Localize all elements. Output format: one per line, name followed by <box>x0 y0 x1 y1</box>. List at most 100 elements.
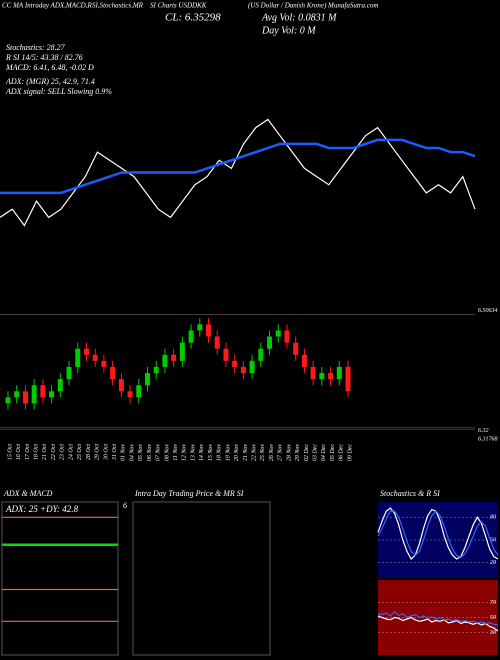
candle-body <box>5 397 11 404</box>
candle-body <box>328 373 334 380</box>
candle-body <box>197 324 203 331</box>
header-text: SI Charts USDDKK <box>150 2 207 10</box>
series-line <box>377 507 499 560</box>
candle-body <box>66 366 72 380</box>
x-tick-label: 05 Nov <box>138 444 144 462</box>
x-tick-label: 30 Oct <box>103 444 109 461</box>
candle-body <box>206 324 212 337</box>
x-tick-label: 15 Nov <box>208 444 214 462</box>
x-tick-label: 11 Nov <box>173 444 179 461</box>
x-tick-label: 07 Nov <box>156 444 162 462</box>
y-tick-label: 20 <box>490 560 496 566</box>
x-tick-label: 25 Oct <box>77 444 83 460</box>
panel-border <box>1 501 119 656</box>
x-tick-label: 04 Nov <box>128 444 135 462</box>
x-tick-label: 25 Nov <box>260 444 266 462</box>
x-tick-label: 22 Oct <box>51 444 57 460</box>
candle-body <box>179 342 185 361</box>
x-tick-label: 01 Nov <box>121 444 127 462</box>
panel-title: ADX & MACD <box>3 489 53 498</box>
candle-body <box>232 360 238 367</box>
candle-body <box>22 391 28 404</box>
x-tick-label: 13 Nov <box>190 444 196 462</box>
candle-body <box>223 348 229 361</box>
candle-body <box>162 354 168 367</box>
x-tick-label: 23 Oct <box>60 444 66 460</box>
x-tick-label: 06 Dec <box>339 444 345 461</box>
x-tick-label: 20 Nov <box>234 444 240 462</box>
header-text: CL: 6.35298 <box>165 12 221 24</box>
y-tick-label: 6.50634 <box>478 307 498 314</box>
candle-body <box>92 354 98 361</box>
panel-title: Intra Day Trading Price & MR SI <box>134 489 244 498</box>
candle-body <box>14 391 20 398</box>
x-tick-label: 29 Oct <box>95 444 101 460</box>
candle-body <box>345 366 351 392</box>
header-text: MACD: 6.41, 6.48, -0.02 D <box>5 63 94 72</box>
x-tick-label: 28 Oct <box>86 444 92 460</box>
x-tick-label: 17 Oct <box>25 444 31 460</box>
candle-body <box>301 354 307 367</box>
y-tick-label: 6.32 <box>478 428 489 434</box>
header-text: ADX signal: SELL Slowing 0.9% <box>5 87 112 96</box>
header-text: Day Vol: 0 M <box>261 25 316 36</box>
candle-body <box>284 330 290 343</box>
header-text: (US Dollar / Danish Krone) MunafaSutra.c… <box>248 2 378 10</box>
x-tick-label: 16 Oct <box>16 444 22 460</box>
x-tick-label: 08 Nov <box>164 444 170 462</box>
candle-body <box>57 379 63 392</box>
candle-body <box>118 379 124 392</box>
candle-body <box>240 366 246 374</box>
panel-subtitle: ADX: 25 +DY: 42.8 <box>5 504 78 514</box>
candle-body <box>153 366 159 374</box>
x-tick-label: 05 Dec <box>330 444 336 461</box>
candle-body <box>310 366 316 380</box>
x-tick-label: 18 Nov <box>217 444 223 462</box>
header-text: Stochastics: 28.27 <box>6 43 66 52</box>
header-text: SI,Stochastics,MR <box>92 2 144 10</box>
candle-body <box>336 366 342 380</box>
x-tick-label: 31 Oct <box>112 444 118 461</box>
candle-body <box>83 348 89 355</box>
candle-body <box>319 373 325 380</box>
y-tick-label: 70 <box>490 600 496 606</box>
annotation: 6 <box>123 501 127 510</box>
x-tick-label: 22 Nov <box>251 444 257 462</box>
candle-body <box>101 360 107 367</box>
x-tick-label: 12 Nov <box>182 444 188 462</box>
x-tick-label: 15 Oct <box>7 444 13 460</box>
x-tick-label: 03 Dec <box>313 444 319 461</box>
y-tick-label: 6.31768 <box>478 437 498 443</box>
x-tick-label: 02 Dec <box>304 444 310 461</box>
candle-body <box>75 348 81 367</box>
x-tick-label: 14 Nov <box>198 444 205 462</box>
candle-body <box>214 336 220 349</box>
x-tick-label: 28 Nov <box>286 444 292 462</box>
series-line <box>0 138 476 195</box>
y-tick-label: 50 <box>490 537 496 543</box>
candle-body <box>171 354 177 361</box>
candle-body <box>31 385 37 404</box>
series-line <box>377 510 499 559</box>
candle-body <box>40 385 46 398</box>
x-tick-label: 21 Nov <box>243 444 249 462</box>
y-tick-label: 50 <box>490 615 496 621</box>
header-text: ADX: (MGR) 25, 42.9, 71.4 <box>5 77 95 86</box>
candle-body <box>293 342 299 355</box>
candle-body <box>110 366 116 380</box>
panel-border <box>132 501 271 656</box>
candle-body <box>188 330 194 343</box>
panel-title: Stochastics & R SI <box>380 489 440 498</box>
header-text: R SI 14/5: 43.38 / 82.76 <box>5 53 83 62</box>
x-tick-label: 27 Nov <box>278 444 284 462</box>
x-tick-label: 21 Oct <box>42 444 48 460</box>
candle-body <box>49 391 55 398</box>
x-tick-label: 06 Nov <box>147 444 153 462</box>
y-tick-label: 80 <box>490 515 496 521</box>
x-tick-label: 18 Oct <box>34 444 40 460</box>
candle-body <box>127 391 133 398</box>
candle-body <box>249 360 255 374</box>
candle-body <box>267 336 273 349</box>
header-text: CC MA Intraday ADX,MACD,R <box>2 2 92 10</box>
